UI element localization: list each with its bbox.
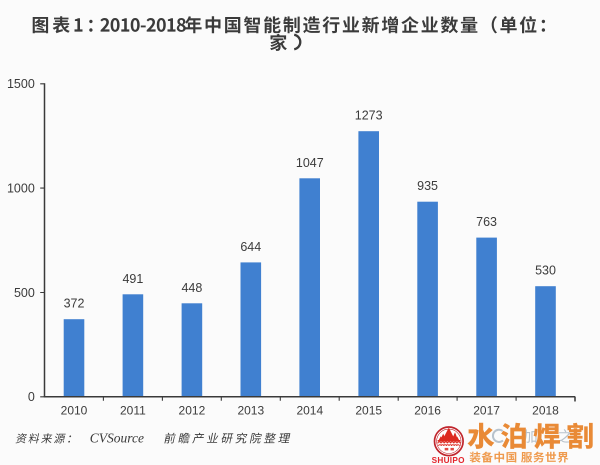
svg-text:1273: 1273 bbox=[355, 109, 383, 123]
svg-text:1000: 1000 bbox=[7, 181, 35, 195]
svg-text:763: 763 bbox=[476, 215, 497, 229]
svg-text:SHUIPO: SHUIPO bbox=[432, 456, 466, 465]
svg-text:2013: 2013 bbox=[237, 403, 264, 417]
svg-text:2012: 2012 bbox=[179, 403, 206, 417]
svg-text:372: 372 bbox=[64, 297, 85, 311]
svg-text:448: 448 bbox=[181, 281, 202, 295]
svg-text:2014: 2014 bbox=[296, 403, 323, 417]
svg-text:2016: 2016 bbox=[414, 403, 441, 417]
svg-text:0: 0 bbox=[28, 390, 35, 404]
svg-text:1500: 1500 bbox=[7, 77, 35, 91]
svg-text:644: 644 bbox=[240, 240, 261, 254]
svg-text:1047: 1047 bbox=[296, 156, 324, 170]
svg-text:CVSource: CVSource bbox=[90, 431, 144, 446]
svg-text:530: 530 bbox=[535, 264, 556, 278]
svg-text:500: 500 bbox=[14, 286, 35, 300]
svg-text:2018: 2018 bbox=[532, 403, 559, 417]
svg-text:2017: 2017 bbox=[473, 403, 500, 417]
svg-text:935: 935 bbox=[417, 179, 438, 193]
svg-text:2011: 2011 bbox=[120, 403, 146, 417]
svg-text:2010: 2010 bbox=[61, 403, 88, 417]
svg-text:2015: 2015 bbox=[355, 403, 382, 417]
svg-text:491: 491 bbox=[122, 272, 143, 286]
